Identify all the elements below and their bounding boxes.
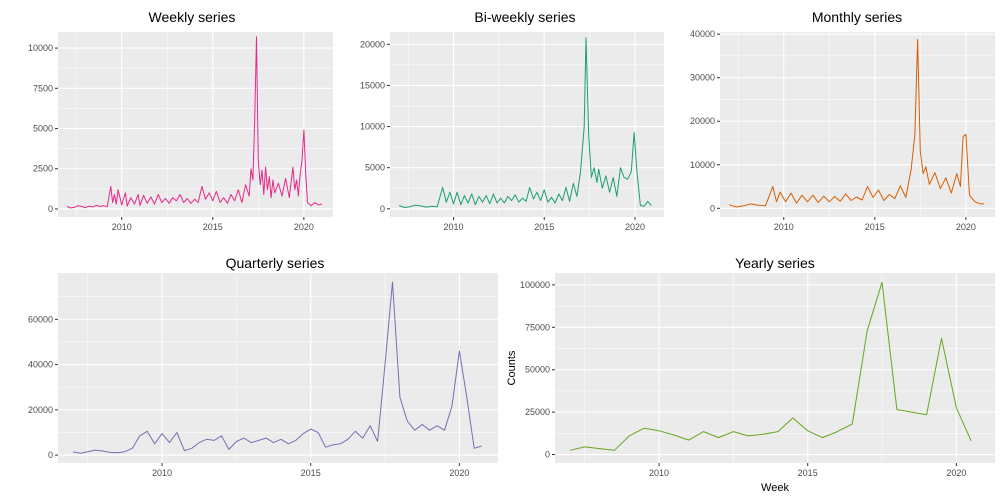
y-tick-label: 100000 [520,280,550,290]
y-tick-label: 0 [710,203,715,213]
panel-yearly: 2010 2015 2020 0 25000 50000 75000 100000 Yearly… [506,255,995,494]
x-axis-label: Week [761,482,789,494]
y-tick-label: 5000 [365,163,385,173]
plot-background [720,32,995,217]
y-tick-label: 10000 [360,122,385,132]
series-line [728,38,985,208]
x-tick-label: 2020 [946,468,966,478]
plot-background [58,32,333,217]
x-tick-label: 2015 [798,468,818,478]
plot-background [390,32,664,217]
y-tick-label: 40000 [690,29,715,39]
x-tick-label: 2015 [301,468,321,478]
y-tick-label: 30000 [690,73,715,83]
chart-title: Quarterly series [226,255,325,271]
y-tick-label: 0 [48,204,53,214]
y-tick-label: 20000 [28,405,53,415]
series-line [398,37,652,208]
x-tick-label: 2010 [774,222,794,232]
x-tick-label: 2015 [203,222,223,232]
panel-quarterly: 2010 2015 2020 0 20000 40000 60000 Quarterly se… [28,255,498,478]
y-tick-label: 50000 [525,365,550,375]
y-tick-label: 20000 [690,116,715,126]
x-tick-label: 2010 [152,468,172,478]
y-tick-label: 15000 [360,80,385,90]
y-tick-label: 0 [380,204,385,214]
y-axis-label: Counts [506,350,518,385]
panel-biweekly: 2010 2015 2020 0 5000 10000 15000 20000 Bi-weekl… [360,9,664,232]
x-tick-label: 2015 [865,222,885,232]
series-line [569,281,972,451]
x-tick-label: 2020 [294,222,314,232]
y-tick-label: 20000 [360,39,385,49]
chart-title: Monthly series [812,9,902,25]
series-line [72,281,482,454]
y-tick-label: 0 [545,450,550,460]
y-tick-label: 2500 [33,164,53,174]
chart-title: Weekly series [149,9,236,25]
y-tick-label: 25000 [525,407,550,417]
series-line [66,36,323,209]
panel-monthly: 2010 2015 2020 0 10000 20000 30000 40000 Monthly… [690,9,995,232]
x-tick-label: 2015 [534,222,554,232]
plot-background [58,273,498,463]
x-tick-label: 2020 [625,222,645,232]
x-tick-label: 2010 [443,222,463,232]
y-tick-label: 10000 [28,43,53,53]
y-tick-label: 40000 [28,360,53,370]
x-tick-label: 2010 [649,468,669,478]
panel-weekly: 2010 2015 2020 0 2500 5000 7500 10000 Weekly ser… [28,9,333,232]
y-tick-label: 0 [48,450,53,460]
plot-background [555,273,995,463]
x-tick-label: 2010 [112,222,132,232]
y-tick-label: 10000 [690,160,715,170]
y-tick-label: 7500 [33,83,53,93]
y-tick-label: 5000 [33,124,53,134]
chart-title: Yearly series [735,255,815,271]
y-tick-label: 75000 [525,322,550,332]
x-tick-label: 2020 [449,468,469,478]
chart-title: Bi-weekly series [474,9,575,25]
y-tick-label: 60000 [28,314,53,324]
x-tick-label: 2020 [956,222,976,232]
